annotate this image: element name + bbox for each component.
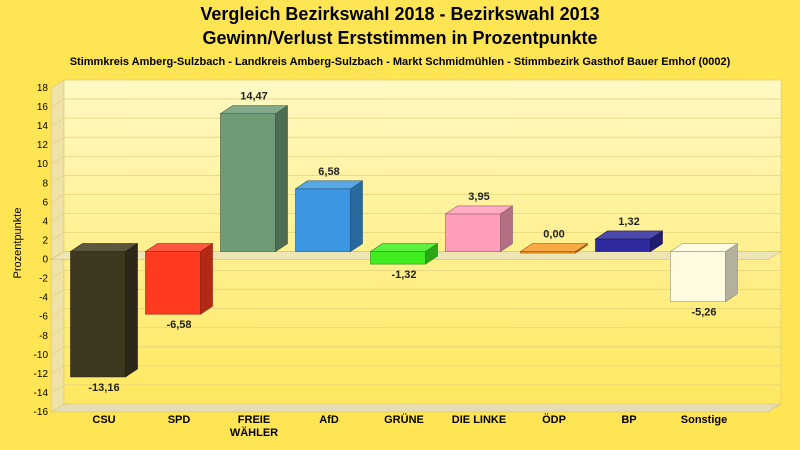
value-label: 3,95 [468,191,489,203]
plot-side-wall [50,79,65,413]
grid-line-side [50,232,65,241]
bar-side [125,242,138,378]
value-label: -5,26 [691,307,716,319]
category-label: FREIE [238,414,270,426]
grid-line-side [50,136,65,146]
bar [519,242,589,254]
value-label: -6,58 [166,319,191,331]
y-tick-label: -14 [34,388,49,399]
bar-top [444,205,514,215]
bar-front [70,251,126,378]
bar-top [69,243,139,252]
value-labels: -13,16 -6,58 14,47 6,58 -1,32 3,95 0,00 1,32 -5,… [88,91,716,394]
y-axis-ticks: 18 16 14 12 10 8 6 4 2 0 -2 -4 -6 -8 -10 -12 -14 -16 [34,83,49,418]
category-label: ÖDP [542,413,566,426]
grid-line-side [50,403,65,413]
bar-top [669,243,739,252]
y-tick-label: 2 [42,235,48,246]
value-label: 14,47 [240,91,268,103]
bar-side [725,242,738,303]
bar [144,242,214,315]
grid-line-side [50,174,65,184]
y-tick-label: -8 [39,331,48,342]
y-tick-label: 4 [42,216,48,227]
y-tick-label: 14 [37,121,49,132]
plot-back-wall [63,79,782,405]
plot-floor [49,403,783,413]
y-tick-label: 18 [37,83,49,94]
grid-line-side [50,79,65,89]
category-label: SPD [168,414,191,426]
grid-line-side [50,289,65,298]
bar [669,242,739,303]
bars [69,105,739,378]
y-tick-label: 8 [42,178,48,189]
bar-side [275,105,288,253]
grid-line-side [50,98,65,108]
grid-line-side [50,117,65,127]
bar [444,205,514,253]
grid-line-side [50,346,65,356]
y-tick-label: -16 [34,407,49,418]
bar-top [369,243,439,252]
bar-top [219,105,289,114]
bar-top [594,230,664,240]
bar [219,105,289,253]
y-tick-label: -6 [39,312,48,323]
bar-side [350,180,363,253]
grid-line-side [50,213,65,222]
bar [594,230,664,253]
y-tick-label: -2 [39,274,48,285]
grid-line-side [50,194,65,203]
y-tick-label: 16 [37,102,49,113]
y-tick-label: -12 [34,369,49,380]
value-label: 1,32 [618,216,639,228]
grid-line-side [50,365,65,375]
bar-top [144,243,214,252]
value-label: 0,00 [543,229,564,241]
value-label: 6,58 [318,166,339,178]
bar-front [220,113,276,252]
category-label: AfD [319,414,339,426]
bar [369,242,439,265]
bar-front [595,238,651,252]
bar-front [670,251,726,302]
category-label: BP [621,414,636,426]
category-label: WÄHLER [230,426,278,439]
bar-front [445,213,501,252]
y-tick-label: 10 [37,159,49,170]
bar [294,180,364,253]
bar-side [200,242,213,315]
grid-line-side [50,327,65,337]
y-tick-label: 6 [42,197,48,208]
bar-front [295,188,351,252]
y-axis-label: Prozentpunkte [12,208,24,279]
grid-line-side [50,155,65,165]
bar-top [294,180,364,190]
value-label: -13,16 [88,382,119,394]
chart-subtitle: Gewinn/Verlust Erststimmen in Prozentpun… [202,28,597,48]
grid-line-side [50,384,65,394]
bar [69,242,139,378]
category-label: GRÜNE [384,413,424,426]
category-label: Sonstige [681,414,727,426]
bar-front [145,251,201,315]
y-tick-label: 12 [37,140,49,151]
y-tick-label: 0 [42,255,48,266]
chart-title: Vergleich Bezirkswahl 2018 - Bezirkswahl… [200,4,599,24]
value-label: -1,32 [391,269,416,281]
category-label: CSU [92,414,115,426]
grid-line-side [50,308,65,318]
chart-caption: Stimmkreis Amberg-Sulzbach - Landkreis A… [70,56,731,68]
bar-front [370,251,426,265]
category-label: DIE LINKE [452,414,506,426]
grid-line-side [50,270,65,279]
y-tick-label: -10 [34,350,49,361]
bar-top [519,243,589,252]
y-tick-label: -4 [39,293,48,304]
